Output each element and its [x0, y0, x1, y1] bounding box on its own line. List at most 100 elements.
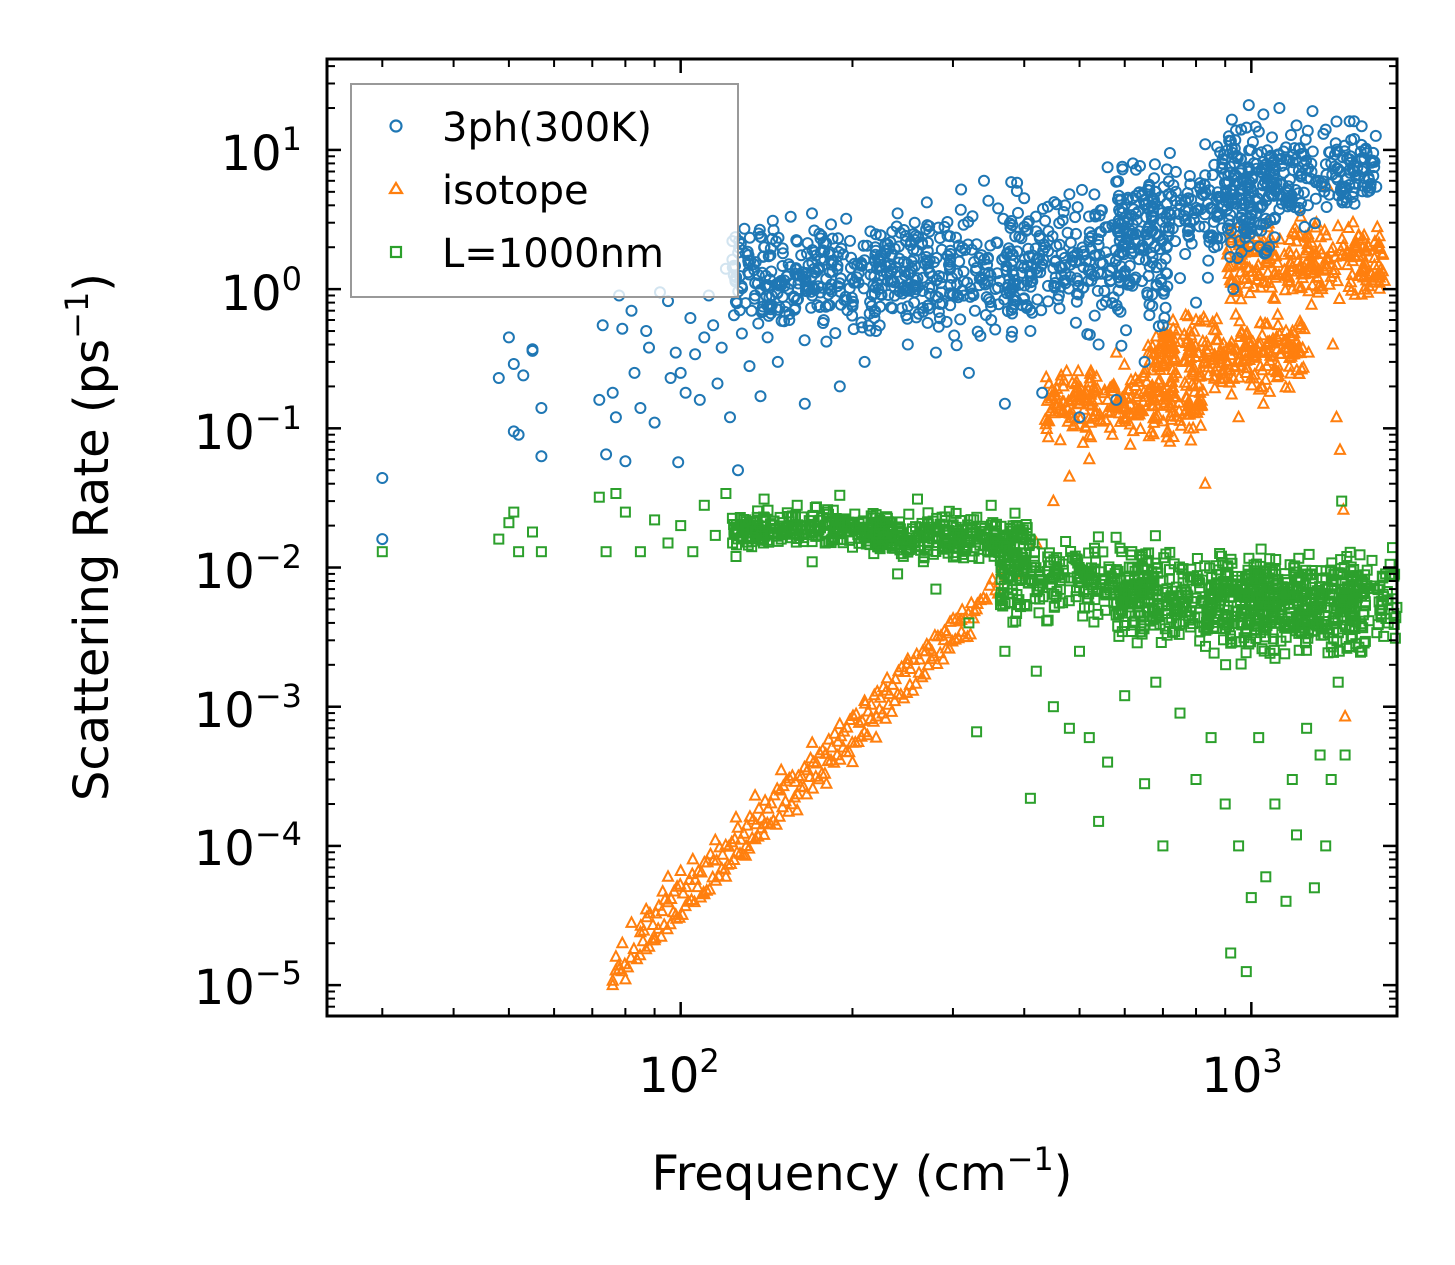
data-point: [1121, 193, 1134, 206]
data-point: [1003, 529, 1015, 541]
data-point: [974, 539, 986, 551]
data-point: [776, 242, 789, 255]
data-point: [858, 695, 872, 709]
data-point: [834, 298, 847, 311]
data-point: [739, 297, 752, 310]
data-point: [1059, 259, 1072, 272]
data-point: [1196, 333, 1210, 347]
series-3ph(300K): [376, 99, 1383, 546]
data-point: [672, 910, 687, 923]
data-point: [1302, 162, 1315, 175]
data-point: [1053, 217, 1066, 230]
data-point: [1129, 400, 1143, 414]
data-point: [901, 300, 914, 313]
data-point: [1243, 552, 1255, 564]
data-point: [985, 300, 998, 313]
data-point: [1253, 358, 1267, 372]
data-point: [1313, 594, 1325, 606]
data-point: [749, 816, 763, 830]
data-point: [923, 281, 936, 294]
data-point: [944, 261, 956, 274]
data-point: [1024, 280, 1037, 293]
data-point: [1168, 206, 1181, 219]
data-point: [989, 323, 1002, 336]
data-point: [1306, 246, 1320, 260]
data-point: [1239, 365, 1253, 378]
data-point: [1251, 336, 1265, 350]
data-point: [1082, 427, 1096, 441]
data-point: [833, 752, 847, 765]
data-point: [1269, 564, 1281, 576]
data-point: [1285, 259, 1299, 272]
data-point: [1204, 591, 1216, 603]
data-point: [1224, 251, 1237, 263]
data-point: [1252, 266, 1266, 280]
data-point: [1162, 188, 1175, 201]
data-point: [732, 526, 744, 538]
data-point: [1059, 199, 1072, 212]
data-point: [1132, 386, 1147, 399]
data-point: [1201, 359, 1216, 373]
data-point: [1056, 378, 1070, 392]
data-point: [376, 533, 389, 546]
data-point: [861, 703, 875, 717]
data-point: [1164, 386, 1178, 399]
data-point: [743, 360, 756, 373]
data-point: [1179, 248, 1192, 260]
data-point: [1348, 197, 1361, 210]
data-point: [1182, 420, 1196, 434]
data-point: [1273, 231, 1287, 245]
data-point: [936, 651, 950, 665]
data-point: [688, 872, 702, 885]
data-point: [1218, 168, 1231, 181]
data-point: [634, 402, 647, 414]
data-point: [864, 225, 877, 238]
data-point: [1328, 160, 1341, 173]
data-point: [1069, 316, 1082, 329]
data-point: [954, 313, 967, 326]
data-point: [1057, 206, 1070, 218]
data-point: [1035, 304, 1048, 317]
data-point: [1372, 281, 1387, 294]
data-point: [1004, 523, 1016, 534]
data-point: [842, 744, 856, 758]
data-point: [1223, 361, 1237, 375]
data-point: [1010, 520, 1022, 531]
data-point: [950, 231, 962, 244]
data-point: [1280, 618, 1292, 630]
data-point: [799, 274, 812, 287]
data-point: [1166, 594, 1178, 605]
data-point: [1148, 172, 1161, 185]
data-point: [1271, 307, 1285, 320]
data-point: [1198, 178, 1211, 191]
data-point: [1300, 569, 1312, 581]
data-point: [845, 519, 857, 531]
data-point: [932, 221, 945, 234]
data-point: [1166, 380, 1180, 393]
data-point: [835, 242, 848, 255]
data-point: [1177, 568, 1189, 580]
data-point: [1114, 542, 1126, 554]
data-point: [948, 631, 962, 645]
data-point: [868, 311, 881, 324]
data-point: [694, 864, 709, 878]
data-point: [888, 276, 901, 289]
x-tick-labels: 102 103: [638, 1042, 1282, 1104]
data-point: [1266, 611, 1278, 623]
data-point: [1030, 665, 1042, 677]
data-point: [1112, 565, 1124, 577]
data-point: [963, 626, 978, 640]
data-point: [889, 261, 902, 274]
data-point: [1194, 367, 1208, 381]
data-point: [765, 299, 778, 312]
data-point: [950, 278, 963, 291]
data-point: [781, 522, 792, 534]
data-point: [1037, 238, 1050, 251]
data-point: [742, 840, 756, 854]
data-point: [833, 522, 845, 534]
data-point: [1194, 418, 1208, 431]
data-point: [1228, 341, 1242, 354]
data-point: [1159, 252, 1172, 265]
data-point: [758, 241, 771, 254]
data-point: [1240, 324, 1254, 338]
